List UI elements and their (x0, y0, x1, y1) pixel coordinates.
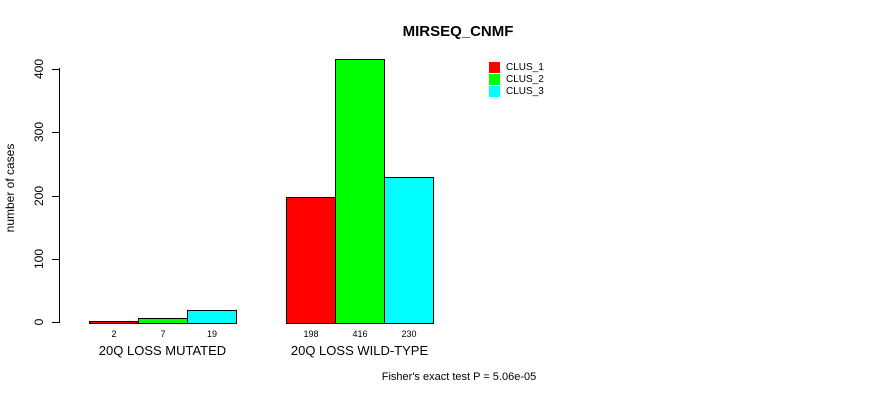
x-axis-category-label: 20Q LOSS WILD-TYPE (290, 343, 429, 358)
legend: CLUS_1 CLUS_2 CLUS_3 (489, 61, 544, 97)
bar-clus_1-group2 (286, 197, 336, 324)
legend-swatch-icon (489, 61, 500, 73)
legend-swatch-icon (489, 85, 500, 97)
bar-value-label: 7 (160, 329, 166, 339)
y-axis-tick-label: 0 (32, 318, 46, 326)
bar-value-label: 416 (352, 329, 368, 339)
legend-swatch-icon (489, 73, 500, 85)
bar-value-label: 230 (401, 329, 417, 339)
legend-item-clus_1: CLUS_1 (489, 61, 544, 73)
bar-clus_3-group2 (384, 177, 434, 324)
y-axis-tick-label: 300 (32, 121, 46, 143)
legend-label: CLUS_3 (506, 85, 544, 97)
y-axis-tick-label: 100 (32, 248, 46, 270)
bar-clus_3-group1 (187, 310, 237, 324)
y-axis-tick (52, 259, 59, 260)
legend-label: CLUS_1 (506, 61, 544, 73)
y-axis-tick-label: 200 (32, 185, 46, 207)
legend-item-clus_2: CLUS_2 (489, 73, 544, 85)
legend-label: CLUS_2 (506, 73, 544, 85)
y-axis-tick (52, 69, 59, 70)
bar-clus_2-group1 (138, 318, 188, 324)
y-axis-line (59, 68, 60, 323)
bar-value-label: 2 (111, 329, 117, 339)
chart-title: MIRSEQ_CNMF (402, 23, 514, 40)
annotation-fisher-test: Fisher's exact test P = 5.06e-05 (381, 371, 537, 383)
legend-item-clus_3: CLUS_3 (489, 85, 544, 97)
y-axis-tick (52, 132, 59, 133)
bar-value-label: 198 (303, 329, 319, 339)
x-axis-category-label: 20Q LOSS MUTATED (98, 343, 227, 358)
y-axis-title: number of cases (3, 143, 17, 233)
y-axis-tick (52, 196, 59, 197)
bar-value-label: 19 (206, 329, 218, 339)
bar-clus_2-group2 (335, 59, 385, 324)
bar-clus_1-group1 (89, 321, 139, 324)
y-axis-tick (52, 322, 59, 323)
y-axis-tick-label: 400 (32, 58, 46, 80)
